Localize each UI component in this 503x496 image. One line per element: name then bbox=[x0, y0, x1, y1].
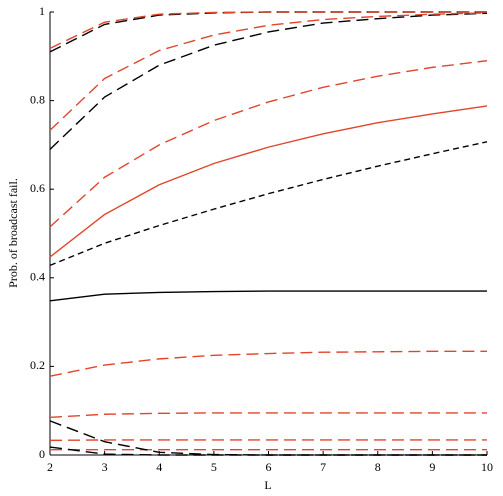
series-line bbox=[49, 412, 487, 419]
series-line bbox=[49, 105, 488, 258]
series-line bbox=[49, 446, 487, 456]
y-tick-label: 1 bbox=[39, 4, 45, 18]
series-line bbox=[49, 141, 488, 267]
x-axis-label: L bbox=[264, 478, 271, 492]
y-tick-label: 0.8 bbox=[30, 92, 45, 106]
x-tick-label: 8 bbox=[375, 460, 381, 474]
x-tick-label: 5 bbox=[211, 460, 217, 474]
x-tick-label: 6 bbox=[266, 460, 272, 474]
x-tick-label: 9 bbox=[429, 460, 435, 474]
x-tick-label: 10 bbox=[481, 460, 493, 474]
y-tick-label: 0.2 bbox=[30, 358, 45, 372]
series-line bbox=[49, 350, 487, 377]
y-tick-label: 0.4 bbox=[30, 270, 45, 284]
x-tick-label: 4 bbox=[156, 460, 162, 474]
series-line bbox=[49, 290, 487, 302]
y-tick-label: 0 bbox=[39, 447, 45, 461]
series-line bbox=[49, 12, 488, 150]
series-line bbox=[49, 11, 487, 49]
x-tick-label: 3 bbox=[102, 460, 108, 474]
x-tick-label: 7 bbox=[320, 460, 326, 474]
y-axis-label: Prob. of broadcast fail. bbox=[6, 178, 20, 288]
x-tick-label: 2 bbox=[47, 460, 53, 474]
y-tick-label: 0.6 bbox=[30, 181, 45, 195]
series-line bbox=[49, 60, 488, 228]
series-line bbox=[49, 12, 488, 131]
